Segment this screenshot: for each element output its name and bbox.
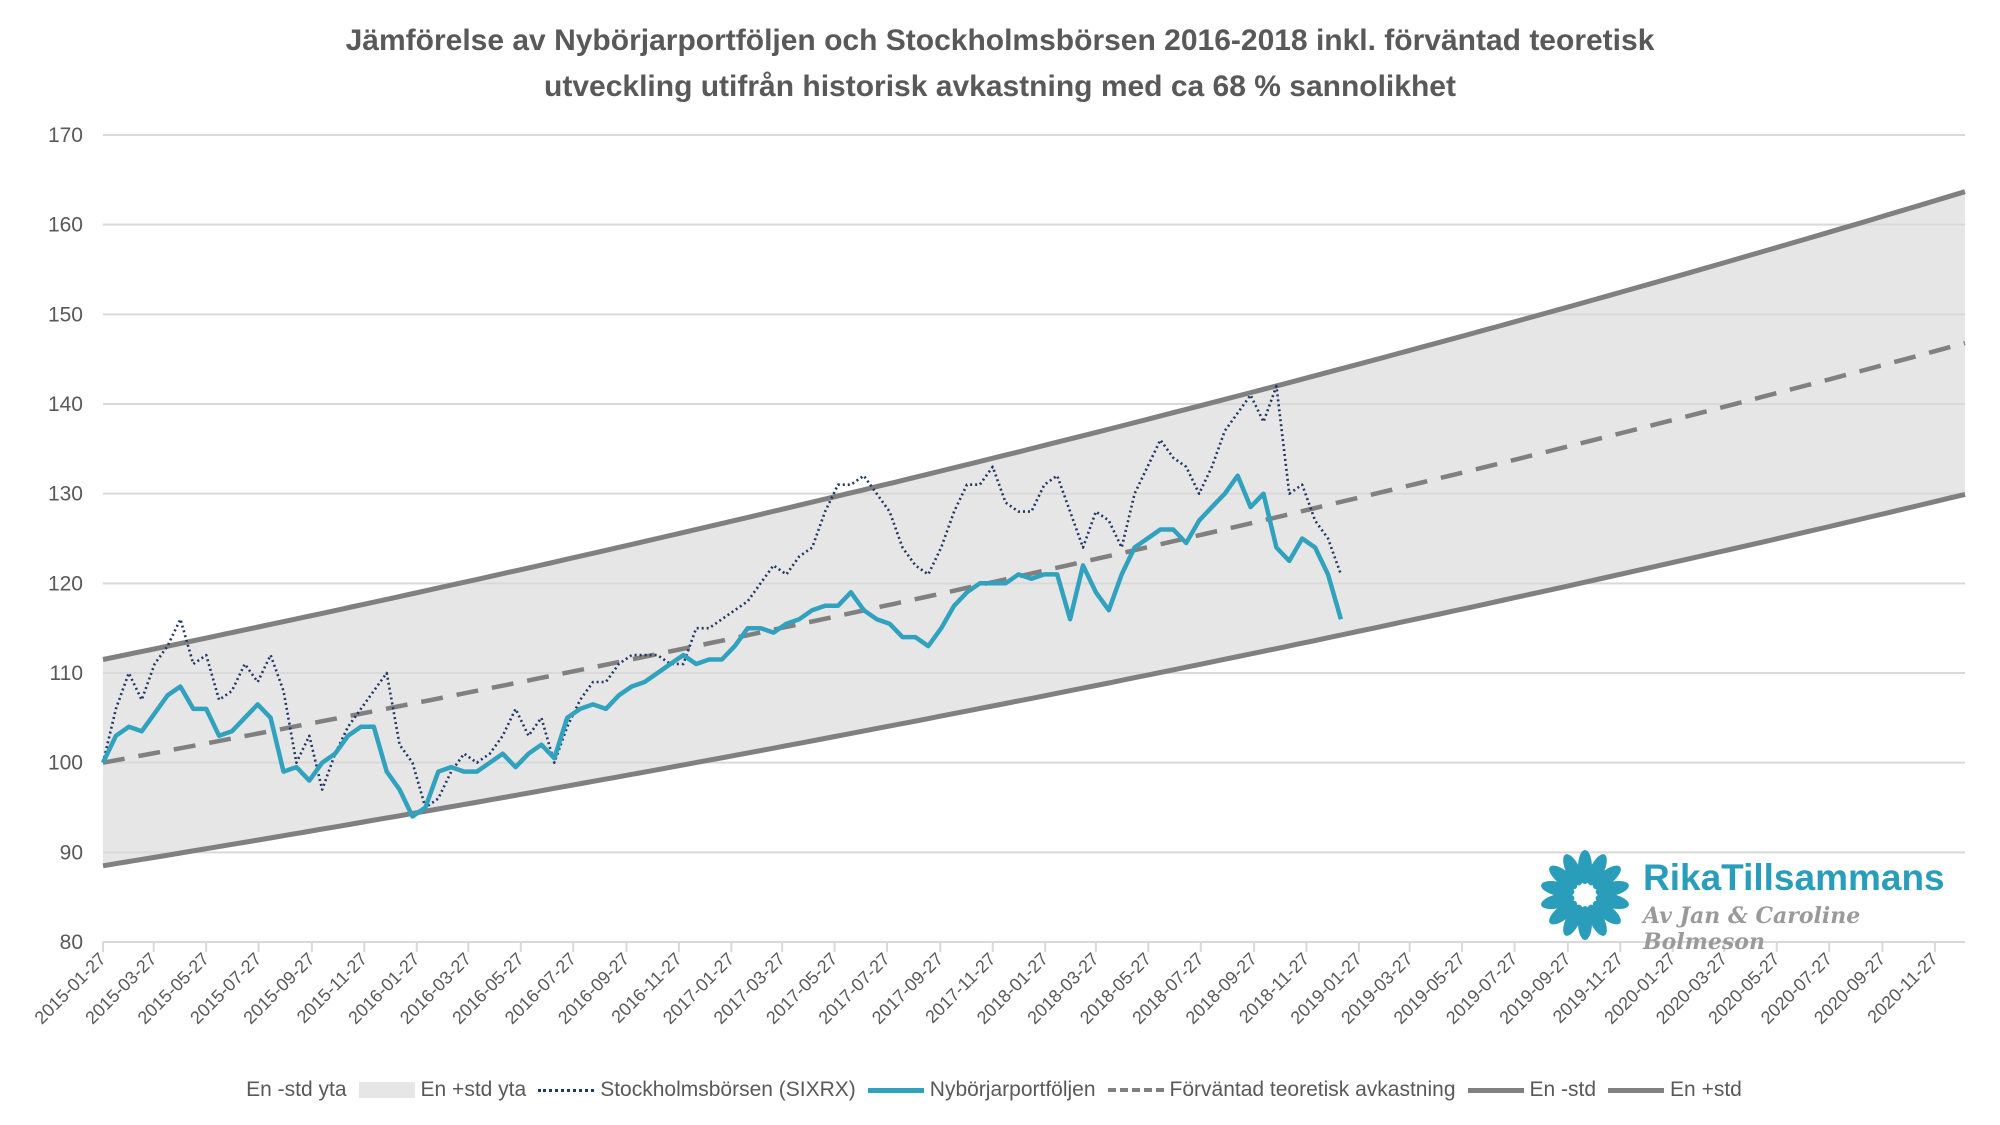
- legend-label: En +std yta: [420, 1078, 527, 1101]
- y-tick-label: 130: [48, 483, 83, 506]
- logo-brand: RikaTillsammans: [1643, 857, 1945, 898]
- y-tick-label: 140: [48, 393, 83, 416]
- legend-label: Förväntad teoretisk avkastning: [1169, 1078, 1456, 1101]
- chart-title: Jämförelse av Nybörjarportföljen och Sto…: [0, 18, 2000, 110]
- legend: En -std yta En +std yta Stockholmsbörsen…: [0, 1078, 2000, 1102]
- sixrx-line: [101, 384, 1343, 809]
- y-tick-label: 170: [48, 124, 83, 147]
- y-tick-label: 110: [50, 662, 83, 685]
- flower-petal: [1541, 893, 1575, 910]
- legend-label: En -std yta: [246, 1078, 347, 1101]
- flower-petal: [1563, 854, 1583, 886]
- legend-item-expected: Förväntad teoretisk avkastning: [1107, 1078, 1456, 1102]
- legend-swatch: [1467, 1087, 1524, 1093]
- y-tick-label: 80: [60, 931, 83, 954]
- flower-icon: [1541, 850, 1629, 940]
- flower-petal: [1587, 904, 1607, 936]
- legend-item-minus-std-area: En -std yta: [246, 1078, 346, 1102]
- flower-petal: [1587, 854, 1607, 886]
- y-tick-label: 100: [48, 752, 83, 775]
- flower-petal: [1549, 865, 1578, 890]
- logo-tagline: Av Jan & Caroline Bolmeson: [1643, 903, 1861, 955]
- legend-item-portfolio: Nybörjarportföljen: [867, 1078, 1096, 1102]
- legend-item-plus-std-area: En +std yta: [358, 1078, 527, 1102]
- legend-swatch: [867, 1087, 924, 1093]
- legend-item-minus-std: En -std: [1467, 1078, 1597, 1102]
- y-tick-label: 150: [48, 303, 83, 326]
- portfolio-line: [100, 473, 1344, 819]
- chart-title-line-2: utveckling utifrån historisk avkastning …: [544, 70, 1456, 103]
- plus-std-line: [102, 189, 1966, 662]
- y-tick-label: 90: [60, 841, 83, 864]
- legend-label: Stockholmsbörsen (SIXRX): [600, 1078, 856, 1101]
- rikatillsammans-logo: RikaTillsammans Av Jan & Caroline Bolmes…: [1535, 845, 1965, 955]
- chart-title-line-1: Jämförelse av Nybörjarportföljen och Sto…: [345, 24, 1655, 57]
- y-tick-label: 160: [48, 214, 83, 237]
- flower-petal: [1549, 900, 1578, 925]
- legend-label: Nybörjarportföljen: [929, 1078, 1096, 1101]
- flower-petal: [1563, 904, 1583, 936]
- flower-petal: [1595, 880, 1629, 897]
- legend-swatch: [358, 1082, 415, 1098]
- expected-return-line: [102, 340, 1966, 765]
- legend-item-sixrx: Stockholmsbörsen (SIXRX): [538, 1078, 856, 1102]
- legend-label: En +std: [1670, 1078, 1742, 1101]
- legend-item-plus-std: En +std: [1608, 1078, 1742, 1102]
- flower-petal: [1592, 865, 1621, 890]
- flower-petal: [1592, 900, 1621, 925]
- y-tick-label: 120: [48, 572, 83, 595]
- plus-std-area: [103, 191, 1965, 866]
- legend-swatch: [1608, 1087, 1665, 1093]
- legend-swatch: [538, 1088, 595, 1092]
- legend-swatch: [1107, 1088, 1164, 1092]
- legend-label: En -std: [1529, 1078, 1597, 1101]
